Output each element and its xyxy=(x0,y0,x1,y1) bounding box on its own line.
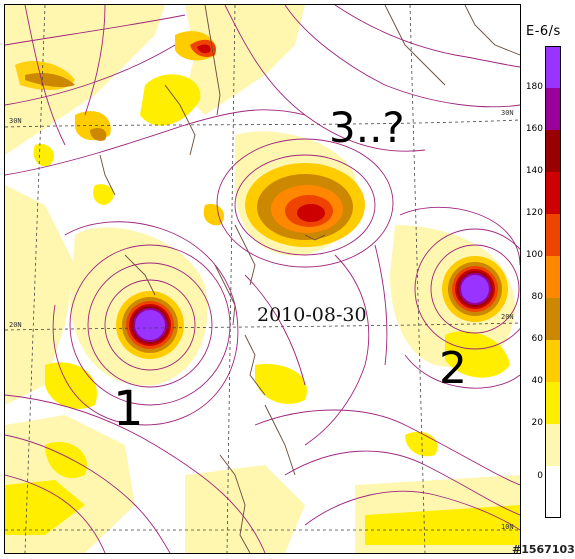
legend-unit-label: E-6/s xyxy=(526,24,561,39)
map-canvas xyxy=(5,5,520,553)
legend-colorbar xyxy=(545,46,561,518)
streamlines xyxy=(5,5,520,553)
legend-swatch-120 xyxy=(546,172,560,214)
lat-label-20n-right: 20N xyxy=(501,313,514,321)
legend-swatch-140 xyxy=(546,130,560,172)
legend-tick-0: 0 xyxy=(537,471,543,481)
legend-swatch-180 xyxy=(546,47,560,88)
legend-swatch-80 xyxy=(546,256,560,298)
legend-swatch-40 xyxy=(546,340,560,382)
coastlines xyxy=(99,5,520,553)
watermark: #1567103 xyxy=(512,543,575,556)
legend-tick-140: 140 xyxy=(525,166,543,176)
legend-tick-120: 120 xyxy=(525,208,543,218)
storm-label-3: 3..? xyxy=(329,103,405,152)
vorticity-shading xyxy=(5,5,520,553)
graticule xyxy=(5,5,520,553)
lat-label-10n-right: 10N xyxy=(501,523,514,531)
legend-tick-80: 80 xyxy=(531,292,543,302)
color-legend: E-6/s 180 160 140 120 100 80 60 40 20 0 xyxy=(519,0,575,559)
legend-tick-20: 20 xyxy=(531,418,543,428)
date-label: 2010-08-30 xyxy=(257,304,367,326)
lat-label-30n-left: 30N xyxy=(9,117,22,125)
legend-tick-160: 160 xyxy=(525,124,543,134)
vorticity-map: 30N 20N 30N 20N 10N 1 2 3..? 2010-08-30 xyxy=(4,4,521,554)
lat-label-30n-right: 30N xyxy=(501,109,514,117)
legend-swatch-100 xyxy=(546,214,560,256)
legend-swatch-20 xyxy=(546,382,560,424)
legend-swatch-0 xyxy=(546,424,560,466)
legend-tick-180: 180 xyxy=(525,82,543,92)
storm-label-1: 1 xyxy=(113,381,144,437)
storm-label-2: 2 xyxy=(439,343,467,394)
legend-tick-100: 100 xyxy=(525,250,543,260)
legend-swatch-60 xyxy=(546,298,560,340)
legend-tick-40: 40 xyxy=(531,376,543,386)
legend-swatch-below-0 xyxy=(546,466,560,517)
lat-label-20n-left: 20N xyxy=(9,321,22,329)
legend-swatch-160 xyxy=(546,88,560,130)
legend-tick-60: 60 xyxy=(531,334,543,344)
